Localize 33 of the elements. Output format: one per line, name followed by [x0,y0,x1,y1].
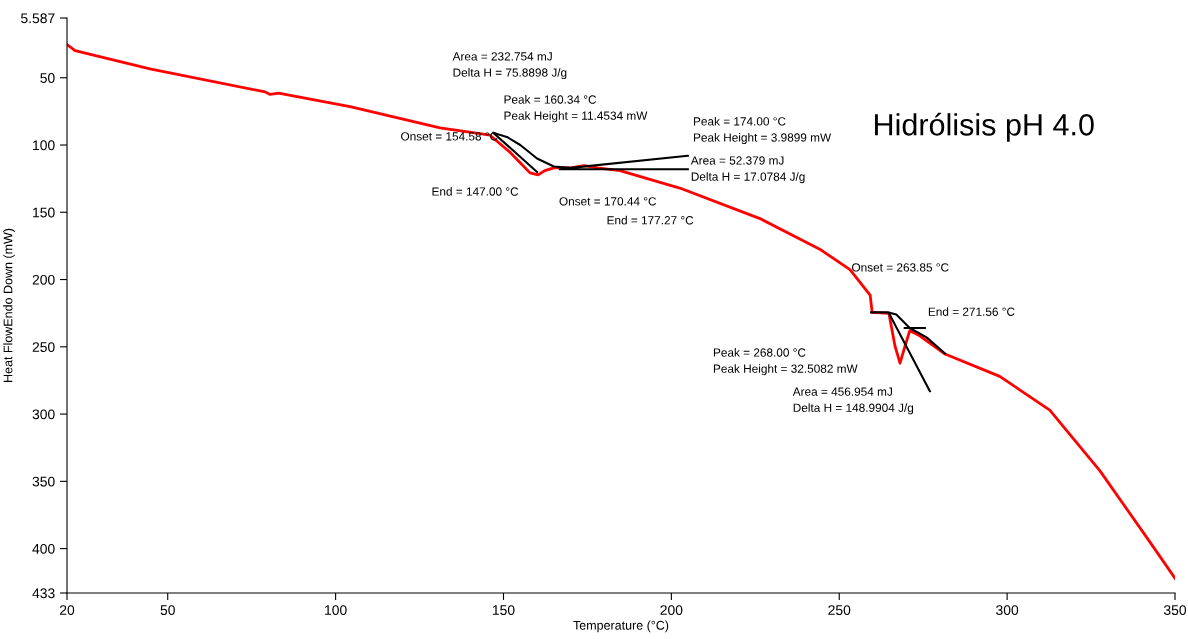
x-tick-label: 150 [492,605,515,616]
y-tick-label: 150 [33,207,55,218]
y-tick-label: 5.587 [21,13,55,24]
annotation: End = 271.56 °C [928,307,1015,316]
annotation: Area = 52.379 mJ Delta H = 17.0784 J/g [690,156,805,184]
x-tick-label: 300 [996,605,1019,616]
x-tick-label: 200 [660,605,683,616]
y-tick-label: 50 [40,73,55,83]
y-tick-label: 200 [32,274,55,285]
y-tick-label: 300 [32,409,55,420]
annotation: End = 177.27 °C [607,215,694,225]
y-tick-label: 100 [33,140,55,151]
annotation: Peak = 160.34 °C Peak Height = 11.4534 mW [504,95,648,123]
annotation: Onset = 263.85 °C [852,263,949,272]
x-tick-label: 20 [59,605,75,616]
text: Hidrólisis pH 4.0 [875,112,1094,142]
y-tick-label: 350 [32,476,55,487]
annotation: Area = 456.954 mJ Delta H = 148.9904 J/g [792,387,914,415]
y-axis-title: Heat FlowEndo Down (mW) [3,228,15,382]
x-tick-label: 50 [160,605,175,616]
annotation: Peak = 174.00 °C Peak Height = 3.9899 mW [693,116,832,145]
x-tick-label: 250 [828,605,851,616]
annotation: Area = 232.754 mJ Delta H = 75.8898 J/g [452,52,567,80]
annotation: End = 147.00 °C [432,187,519,196]
x-tick-label: 100 [325,605,347,616]
line-series [67,43,1175,580]
y-tick-label: 433 [32,588,55,599]
annotation: Peak = 268.00 °C Peak Height = 32.5082 mW [713,348,858,376]
y-tick-label: 400 [32,543,55,554]
y-tick-label: 250 [32,342,55,352]
x-axis-title: Temperature (°C) [573,620,669,633]
x-tick-label: 350 [1163,605,1187,616]
annotation: Onset = 170.44 °C [559,197,657,206]
